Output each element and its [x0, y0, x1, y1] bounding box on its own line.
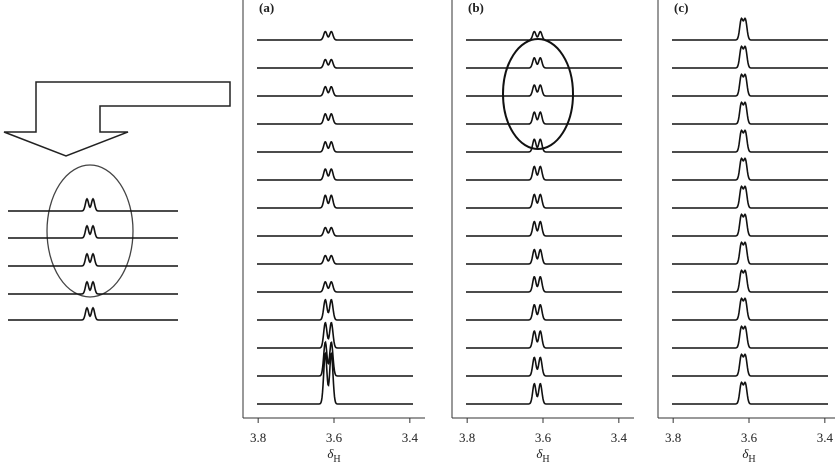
spectrum-trace	[672, 241, 828, 265]
panel-label: (b)	[468, 0, 484, 15]
spectrum-trace	[257, 30, 413, 41]
spectrum-trace	[466, 165, 622, 181]
spectrum-trace	[257, 141, 413, 153]
spectrum-trace	[257, 281, 413, 293]
spectrum-trace	[672, 297, 828, 321]
x-axis-label: δH	[536, 446, 549, 465]
spectrum-trace	[466, 330, 622, 349]
spectrum-trace	[466, 84, 622, 97]
spectrum-trace	[672, 17, 828, 41]
spectrum-trace	[257, 85, 413, 97]
spectrum-trace	[257, 321, 413, 349]
x-axis-symbol: δ	[327, 446, 334, 461]
spectrum-trace	[672, 269, 828, 293]
spectrum-trace	[466, 111, 622, 125]
spectrum-trace	[257, 194, 413, 209]
x-axis-label: δH	[742, 446, 755, 465]
spectrum-trace	[8, 252, 178, 267]
spectrum-trace	[672, 213, 828, 237]
spectrum-trace	[257, 254, 413, 265]
spectrum-trace	[672, 73, 828, 97]
panel-label: (a)	[259, 0, 274, 15]
spectrum-trace	[257, 351, 413, 405]
spectrum-trace	[257, 226, 413, 237]
spectrum-trace	[466, 30, 622, 41]
x-axis-subscript: H	[542, 454, 549, 465]
spectrum-trace	[672, 353, 828, 377]
x-axis-subscript: H	[748, 454, 755, 465]
highlight-ellipse	[46, 164, 134, 298]
spectrum-trace	[672, 185, 828, 209]
x-axis-symbol: δ	[536, 446, 543, 461]
highlight-ellipse	[502, 38, 574, 150]
arrow	[3, 81, 231, 157]
spectrum-trace	[257, 168, 413, 181]
spectrum-trace	[672, 325, 828, 349]
spectrum-trace	[466, 193, 622, 209]
x-tick-label: 3.4	[402, 430, 419, 445]
x-tick-label: 3.6	[741, 430, 758, 445]
x-axis-subscript: H	[333, 454, 340, 465]
spectrum-panel: (b) 3.8 3.6 3.4 δH	[451, 0, 634, 465]
panel-label: (c)	[674, 0, 688, 15]
spectrum-trace	[8, 306, 178, 321]
spectrum-trace	[8, 197, 178, 212]
x-tick-label: 3.4	[817, 430, 834, 445]
spectrum-panel: (c) 3.8 3.6 3.4 δH	[657, 0, 835, 465]
spectrum-trace	[8, 224, 178, 239]
x-tick-label: 3.6	[535, 430, 552, 445]
x-tick-label: 3.4	[611, 430, 628, 445]
spectrum-trace	[257, 58, 413, 69]
x-tick-label: 3.6	[326, 430, 343, 445]
spectrum-trace	[8, 280, 178, 295]
spectrum-trace	[466, 138, 622, 153]
spectrum-trace	[466, 356, 622, 377]
spectrum-trace	[466, 303, 622, 321]
x-axis-symbol: δ	[742, 446, 749, 461]
x-tick-label: 3.8	[459, 430, 475, 445]
x-axis-label: δH	[327, 446, 340, 465]
spectrum-trace	[466, 220, 622, 237]
spectrum-trace	[672, 101, 828, 125]
spectrum-trace	[672, 157, 828, 181]
spectrum-trace	[672, 129, 828, 153]
spectrum-trace	[672, 381, 828, 405]
x-tick-label: 3.8	[250, 430, 266, 445]
spectrum-trace	[466, 382, 622, 405]
spectrum-trace	[466, 248, 622, 265]
spectrum-trace	[672, 45, 828, 69]
spectrum-panel: (a) 3.8 3.6 3.4 δH	[242, 0, 425, 465]
inset-spectra	[8, 197, 178, 321]
spectrum-trace	[257, 113, 413, 125]
spectrum-trace	[466, 275, 622, 293]
spectrum-trace	[257, 340, 413, 377]
spectrum-trace	[257, 298, 413, 321]
x-tick-label: 3.8	[665, 430, 681, 445]
spectrum-trace	[466, 57, 622, 69]
